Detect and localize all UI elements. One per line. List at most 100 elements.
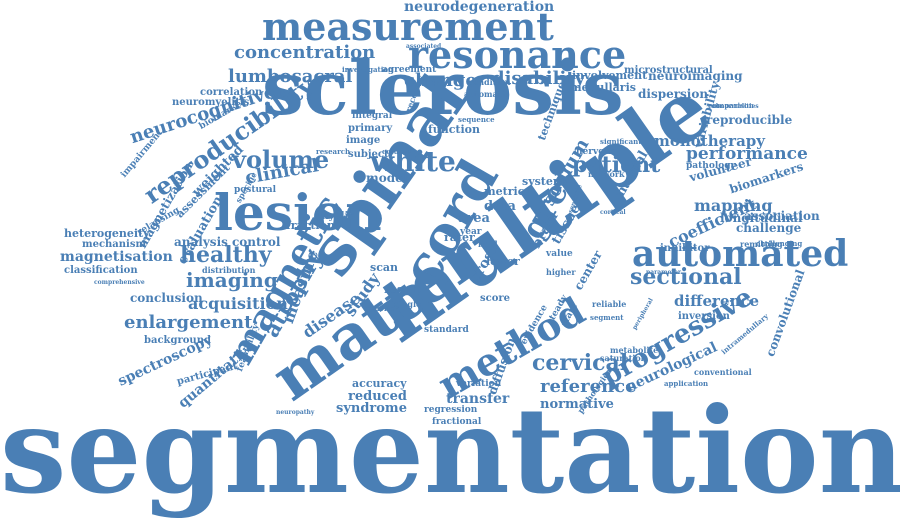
word-primary: primary [348, 123, 393, 134]
word-classification: classification [64, 265, 138, 276]
word-parameter: parameter [646, 269, 682, 276]
word-lower: lower [486, 255, 520, 268]
word-syndrome: syndrome [336, 401, 407, 416]
word-heterogeneity: heterogeneity [64, 227, 150, 240]
word-integral: integral [352, 111, 393, 121]
word-sectional: sectional [630, 264, 742, 290]
word-center: center [571, 248, 605, 293]
word-lumbosacral: lumbosacral [228, 66, 353, 87]
word-segmentation: segmentation [0, 381, 900, 520]
word-conclusion: conclusion [130, 291, 203, 305]
word-year: year [460, 227, 482, 237]
word-reproducible: reproducible [706, 113, 793, 127]
word-difference: difference [674, 292, 760, 310]
word-neurodegeneration: neurodegeneration [404, 0, 555, 15]
word-volume: volume [232, 145, 330, 174]
word-concentration: concentration [234, 42, 376, 63]
word-image: image [346, 135, 381, 146]
word-postural: postural [234, 185, 277, 195]
word-neuroimaging: neuroimaging [648, 69, 743, 83]
word-value: value [546, 249, 573, 259]
word-remitting: remitting [740, 239, 783, 249]
word-data: data [484, 199, 516, 214]
word-standard: standard [424, 325, 469, 335]
word-automated: automated [632, 233, 849, 275]
word-challenge: challenge [736, 221, 802, 235]
word-white: white [370, 145, 456, 178]
word-microstructural: microstructural [624, 65, 713, 76]
word-model: model [366, 171, 408, 185]
word-comparison: comparison [708, 101, 754, 110]
word-variation: variation [456, 379, 502, 389]
word-lesion: lesion [214, 183, 382, 242]
word-convolutional: convolutional [763, 267, 808, 359]
word-higher: higher [546, 267, 576, 277]
word-correlation: correlation [200, 87, 263, 98]
word-normative: normative [540, 397, 614, 412]
word-nervous: nervous [576, 147, 616, 157]
word-fraction: fraction [286, 219, 335, 232]
word-medullaris: medullaris [570, 81, 636, 94]
word-significant: significant [600, 137, 642, 146]
word-measurement: measurement [262, 4, 554, 49]
word-segment: segment [590, 313, 624, 322]
word-analysis: analysis [174, 235, 228, 249]
word-fractional: fractional [432, 417, 482, 427]
word-magnetisation: magnetisation [60, 249, 173, 265]
word-cervical: cervical [532, 350, 629, 376]
word-investigation: investigation [342, 65, 394, 74]
word-field: field [478, 239, 498, 249]
word-background: background [144, 335, 211, 346]
word-conventional: conventional [694, 367, 752, 377]
word-performance: performance [686, 144, 808, 164]
word-metabolite: metabolite [610, 345, 659, 355]
word-reliable: reliable [592, 299, 627, 309]
word-challenging: challenging [756, 239, 803, 248]
word-agreement: agreement [382, 65, 437, 75]
word-result: result [384, 283, 421, 296]
word-peripheral: peripheral [631, 297, 655, 331]
word-accuracy: accuracy [352, 377, 407, 390]
word-comprehensive: comprehensive [94, 279, 145, 286]
word-sclerosis: sclerosis [262, 46, 624, 132]
word-scan: scan [370, 261, 399, 274]
word-cortical: cortical [600, 209, 626, 216]
word-reference: reference [540, 376, 637, 397]
word-enlargement: enlargement [124, 312, 253, 333]
word-network: network [588, 169, 625, 179]
word-reduced: reduced [348, 389, 407, 404]
word-function: function [428, 123, 481, 136]
word-application: application [664, 379, 709, 388]
word-change: change [404, 70, 477, 91]
word-neuromyelitis: neuromyelitis [172, 97, 250, 108]
word-associated: associated [406, 43, 442, 50]
word-sequence: sequence [458, 115, 495, 124]
word-control: control [232, 235, 281, 249]
word-inhibitor: inhibitor [660, 243, 710, 254]
word-mapping: mapping [694, 196, 773, 215]
word-regression: regression [424, 405, 478, 415]
word-single: single [394, 299, 422, 309]
word-saturation: saturation [600, 353, 647, 363]
word-disability: disability [492, 68, 586, 89]
word-longitudinal: longitudinal [720, 211, 803, 225]
word-research: research [316, 147, 351, 156]
word-resonance: resonance [408, 32, 627, 77]
word-condition: condition [468, 77, 511, 87]
word-metric: metric [484, 185, 525, 198]
word-imaging: imaging [186, 268, 278, 292]
word-rater: rater [444, 231, 475, 244]
word-monotherapy: monotherapy [654, 132, 765, 150]
word-distribution: distribution [202, 265, 256, 275]
word-dispersion: dispersion [638, 87, 709, 101]
word-pathology: pathology [686, 161, 736, 171]
word-healthy: healthy [180, 242, 272, 268]
word-myelin: myelin [318, 211, 356, 222]
word-acquisition: acquisition [188, 294, 288, 313]
word-patient: patient [572, 152, 661, 178]
word-score: score [480, 293, 511, 304]
word-transfer: transfer [446, 391, 510, 407]
word-area: area [458, 211, 490, 226]
word-marker: marker [366, 303, 399, 313]
